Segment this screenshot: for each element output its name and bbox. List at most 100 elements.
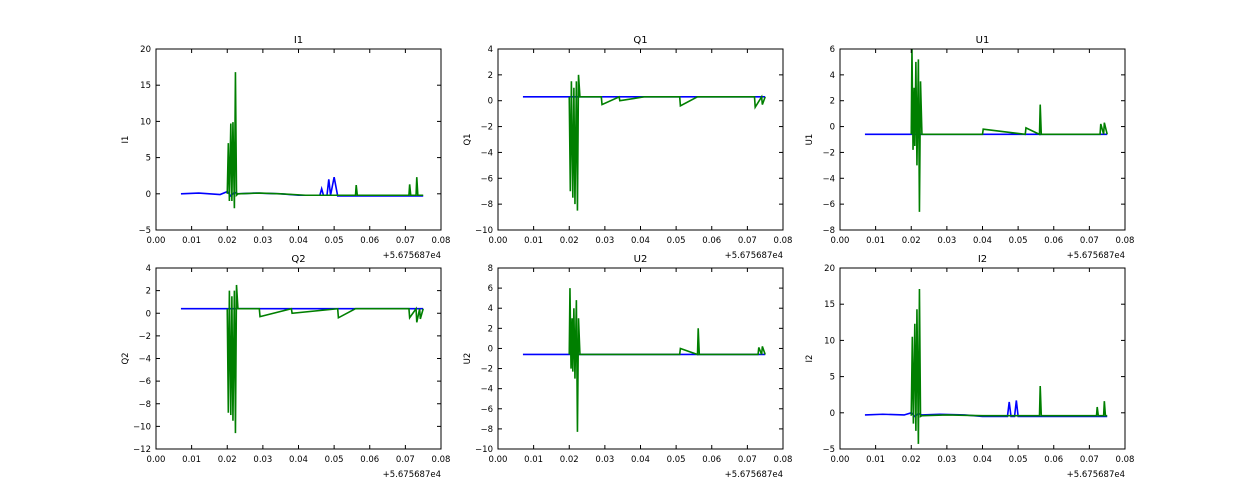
x-tick-label: 0.04 xyxy=(973,455,992,465)
y-tick-label: −8 xyxy=(138,400,151,410)
y-axis-label: I2 xyxy=(805,355,815,363)
y-tick-label: 0 xyxy=(830,409,835,419)
x-tick-label: 0.08 xyxy=(432,455,451,465)
x-tick-label: 0.08 xyxy=(774,455,793,465)
x-tick-label: 0.02 xyxy=(560,236,579,246)
y-tick-label: −6 xyxy=(138,377,151,387)
y-tick-label: −2 xyxy=(480,365,493,375)
x-tick-label: 0.00 xyxy=(489,455,508,465)
y-tick-label: 2 xyxy=(488,71,493,81)
y-axis-label: U1 xyxy=(805,134,815,146)
y-tick-label: 4 xyxy=(830,71,835,81)
series-line-2 xyxy=(568,288,766,432)
y-tick-label: 5 xyxy=(146,154,151,164)
y-tick-label: −8 xyxy=(822,226,835,236)
y-tick-label: −10 xyxy=(133,422,151,432)
x-tick-label: 0.08 xyxy=(432,236,451,246)
x-tick-label: 0.01 xyxy=(866,455,885,465)
y-tick-label: 6 xyxy=(830,45,835,55)
x-tick-label: 0.05 xyxy=(667,455,686,465)
series-line-2 xyxy=(226,72,424,209)
subplot-q2: 0.00 0.01 0.02 0.03 0.04 0.05 0.06 0.07 0.08 −12 −… xyxy=(121,254,450,480)
x-offset-label: +5.675687e4 xyxy=(725,470,783,480)
y-tick-label: 0 xyxy=(146,190,151,200)
y-tick-label: 4 xyxy=(146,264,151,274)
axes-frame xyxy=(497,48,784,231)
x-tick-label: 0.01 xyxy=(182,236,201,246)
y-tick-label: −2 xyxy=(138,332,151,342)
x-tick-label: 0.06 xyxy=(702,236,721,246)
y-tick-label: 15 xyxy=(140,81,151,91)
x-tick-label: 0.01 xyxy=(182,455,201,465)
y-tick-label: 20 xyxy=(140,45,151,55)
axes-frame xyxy=(155,48,442,231)
y-axis-label: Q1 xyxy=(463,133,473,145)
x-tick-label: 0.02 xyxy=(218,236,237,246)
y-tick-label: 2 xyxy=(488,324,493,334)
subplot-title: Q1 xyxy=(633,35,647,46)
series-line-2 xyxy=(568,74,766,211)
y-tick-label: −8 xyxy=(480,200,493,210)
x-tick-label: 0.01 xyxy=(524,236,543,246)
y-tick-label: 4 xyxy=(488,304,493,314)
y-tick-label: −4 xyxy=(480,385,493,395)
x-offset-label: +5.675687e4 xyxy=(383,251,441,261)
y-tick-label: 0 xyxy=(488,344,493,354)
x-tick-label: 0.06 xyxy=(360,236,379,246)
y-axis-label: I1 xyxy=(121,136,131,144)
y-tick-label: −6 xyxy=(480,174,493,184)
x-tick-label: 0.07 xyxy=(1080,455,1099,465)
y-tick-label: −6 xyxy=(822,200,835,210)
y-tick-label: 4 xyxy=(488,45,493,55)
x-tick-label: 0.01 xyxy=(866,236,885,246)
x-tick-label: 0.00 xyxy=(831,236,850,246)
x-tick-label: 0.05 xyxy=(325,455,344,465)
y-tick-label: 10 xyxy=(824,336,835,346)
x-tick-label: 0.02 xyxy=(902,236,921,246)
subplot-u2: 0.00 0.01 0.02 0.03 0.04 0.05 0.06 0.07 0.08 −10 −… xyxy=(463,254,792,480)
x-tick-label: 0.07 xyxy=(738,236,757,246)
y-tick-label: −4 xyxy=(822,174,835,184)
x-tick-label: 0.07 xyxy=(738,455,757,465)
x-tick-label: 0.02 xyxy=(218,455,237,465)
y-tick-label: 0 xyxy=(488,97,493,107)
subplot-title: U2 xyxy=(634,254,648,265)
y-tick-label: −10 xyxy=(475,445,493,455)
y-tick-label: −5 xyxy=(822,445,835,455)
x-tick-label: 0.04 xyxy=(289,236,308,246)
x-offset-label: +5.675687e4 xyxy=(1067,470,1125,480)
y-tick-label: 0 xyxy=(146,309,151,319)
y-tick-label: 15 xyxy=(824,300,835,310)
x-tick-label: 0.01 xyxy=(524,455,543,465)
x-tick-label: 0.00 xyxy=(489,236,508,246)
y-tick-label: −12 xyxy=(133,445,151,455)
x-tick-label: 0.07 xyxy=(396,455,415,465)
subplot-i2: 0.00 0.01 0.02 0.03 0.04 0.05 0.06 0.07 0.08 −5 0 5… xyxy=(805,254,1134,480)
y-tick-label: −8 xyxy=(480,425,493,435)
x-tick-label: 0.05 xyxy=(325,236,344,246)
y-tick-label: 0 xyxy=(830,123,835,133)
y-tick-label: 8 xyxy=(488,264,493,274)
x-offset-label: +5.675687e4 xyxy=(725,251,783,261)
y-axis-label: Q2 xyxy=(121,352,131,364)
subplot-title: I1 xyxy=(294,35,303,46)
x-tick-label: 0.07 xyxy=(396,236,415,246)
subplot-u1: 0.00 0.01 0.02 0.03 0.04 0.05 0.06 0.07 0.08 −8 −6… xyxy=(805,35,1134,261)
x-tick-label: 0.08 xyxy=(1116,455,1135,465)
series-line-2 xyxy=(226,284,424,434)
axes-frame xyxy=(839,267,1126,450)
y-tick-label: −6 xyxy=(480,405,493,415)
x-tick-label: 0.06 xyxy=(1044,236,1063,246)
y-tick-label: 20 xyxy=(824,264,835,274)
x-tick-label: 0.02 xyxy=(560,455,579,465)
x-tick-label: 0.06 xyxy=(360,455,379,465)
x-tick-label: 0.07 xyxy=(1080,236,1099,246)
y-tick-label: −5 xyxy=(138,226,151,236)
x-offset-label: +5.675687e4 xyxy=(383,470,441,480)
y-tick-label: 6 xyxy=(488,284,493,294)
x-tick-label: 0.03 xyxy=(253,236,272,246)
series-line-1 xyxy=(180,176,424,198)
subplot-title: I2 xyxy=(978,254,987,265)
x-tick-label: 0.00 xyxy=(147,236,166,246)
